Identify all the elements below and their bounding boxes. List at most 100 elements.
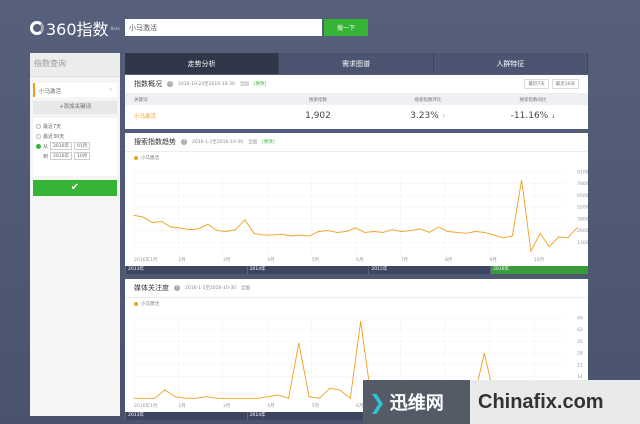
radio-30days[interactable]: 最近30天 [36,131,114,141]
data-point [298,342,300,344]
data-point [349,397,351,399]
tab-demand[interactable]: 需求图谱 [279,53,434,74]
legend[interactable]: 小马激活 [125,298,588,310]
data-point [152,222,153,223]
y-tick-label: 7800 [577,181,588,187]
to-month-select[interactable]: 10月 [73,152,91,160]
data-point [329,387,331,389]
x-tick-label: 8月 [445,257,452,263]
data-point [244,219,246,221]
radio-7days[interactable]: 最近7天 [36,121,114,131]
overview-title: 指数概况 [134,80,162,88]
data-point [267,396,269,398]
tab-audience[interactable]: 人群特征 [434,53,588,74]
data-point [272,234,273,236]
search-input[interactable]: 小马激活 [125,19,322,36]
data-point [484,231,486,233]
tab-trend[interactable]: 走势分析 [125,53,280,74]
data-point [327,230,329,231]
to-year-select[interactable]: 2016年 [50,152,72,160]
x-tick-label: 10月 [534,257,544,263]
help-icon[interactable]: ? [167,81,173,87]
help-icon[interactable]: ? [181,139,187,145]
radio-custom[interactable]: 从 2016年 01月 [36,141,114,151]
y-tick-label: 21 [577,362,583,368]
y-tick-label: 42 [577,327,583,333]
last7-button[interactable]: 最近7天 [524,79,549,89]
data-point [493,234,495,236]
data-point [170,226,172,228]
y-tick-label: 35 [577,339,583,345]
x-tick-label: 9月 [489,257,496,263]
data-point [236,397,238,399]
add-keyword-button[interactable]: +添加关键词 [33,101,117,114]
x-tick-label: 4月 [267,403,274,409]
y-tick-label: 2600 [577,228,588,234]
data-point [373,231,375,232]
y-tick-label: 3900 [577,216,588,222]
trend-panel: 搜索指数趋势? 2016-1-1至2016-10-30 全国 [更改] 小马激活 13… [125,133,589,274]
data-point [336,231,338,233]
from-year-select[interactable]: 2016年 [50,142,72,150]
x-tick-label: 3月 [223,403,230,409]
change-link[interactable]: [更改] [253,82,267,87]
data-point [475,231,476,232]
data-point [318,231,319,232]
data-point [428,231,430,233]
help-icon[interactable]: ? [174,285,180,291]
data-point [567,237,569,239]
data-point [216,230,218,231]
table-row: 小马激活 1,902 3.23% ↑ -11.16% ↓ [134,110,556,121]
logo[interactable]: 360指数 Beta [30,16,120,40]
data-point [502,237,504,239]
data-point [339,389,341,391]
data-point [447,231,449,232]
data-point [133,397,135,399]
logo-ring-icon [30,21,44,35]
last30-button[interactable]: 最近30天 [551,79,579,89]
close-icon[interactable]: × [108,87,113,93]
data-point [319,397,320,399]
data-point [299,234,301,236]
x-tick-label: 4月 [267,257,274,263]
data-point [308,396,310,398]
data-point [345,231,347,232]
legend[interactable]: 小马激活 [125,152,588,164]
sidebar: 指数查询 小马激活 × +添加关键词 最近7天 最近30天 从 2016年 01月 到… [30,53,120,416]
data-point [465,232,467,234]
data-point [246,397,248,399]
data-point [142,216,144,218]
data-point [235,229,236,231]
data-point [216,397,217,399]
data-point [179,227,181,229]
overview-panel: 指数概况? 2016-10-24至2016-10-30 全国 [更改] 最近7天 最近3… [125,75,588,129]
up-arrow-icon: ↑ [441,113,446,120]
media-chart[interactable]: 14 21 28 35 42 49 2016年1月 2月 3月 4月 5月 6月 [125,310,588,410]
data-point [225,231,227,232]
data-point [143,397,145,399]
y-tick-label: 1300 [577,240,588,246]
overview-table: 关键词 搜索指数 搜索指数环比 搜索指数同比 小马激活 1,902 3.23% ↑ -11.… [125,94,588,126]
data-point [392,229,393,231]
data-point [290,235,292,237]
data-point [262,234,264,236]
x-tick-label: 5月 [312,257,319,263]
data-point [277,394,279,396]
keyword-item[interactable]: 小马激活 × [33,83,117,97]
data-point [511,235,513,237]
data-point [364,231,366,233]
search-button[interactable]: 搜一下 [324,19,368,36]
data-point [205,396,207,398]
check-icon: ✔ [70,182,80,193]
from-month-select[interactable]: 01月 [73,142,91,150]
data-point [164,389,166,391]
y-tick-label: 49 [577,316,583,322]
trend-chart[interactable]: 1300 2600 3900 5200 6500 7800 9100 2016年1月 2月 3月 4… [125,164,589,264]
tab-bar: 走势分析 需求图谱 人群特征 [125,53,588,74]
change-link[interactable]: [更改] [262,140,275,145]
data-point [539,232,541,234]
data-point [161,221,163,222]
data-point [185,397,186,399]
confirm-button[interactable]: ✔ [33,180,117,196]
